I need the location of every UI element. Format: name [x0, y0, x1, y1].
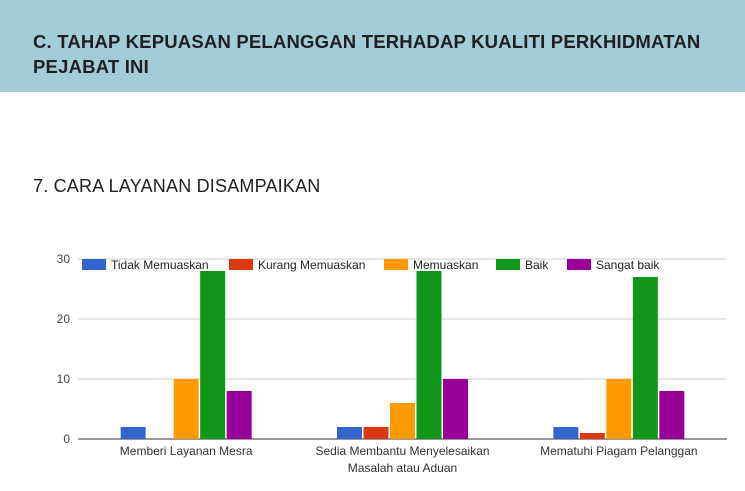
bar — [416, 271, 442, 439]
legend-swatch — [496, 259, 520, 270]
bar — [173, 379, 199, 439]
bar — [443, 379, 468, 439]
bar — [390, 403, 415, 439]
y-tick-label: 20 — [57, 312, 71, 326]
bar — [226, 391, 252, 439]
y-tick-label: 10 — [57, 372, 71, 386]
legend-swatch — [384, 259, 408, 270]
bar — [632, 277, 658, 439]
category-label: Sedia Membantu Menyelesaikan — [315, 444, 489, 458]
legend-label: Sangat baik — [596, 258, 660, 272]
category-label: Mematuhi Piagam Pelanggan — [540, 444, 697, 458]
legend-label: Tidak Memuaskan — [111, 258, 209, 272]
bar — [553, 427, 579, 439]
y-tick-label: 30 — [57, 252, 71, 266]
bar — [606, 379, 632, 439]
legend-label: Memuaskan — [413, 258, 478, 272]
bar — [579, 433, 605, 439]
bar-chart: 0 10 20 30 Memberi Layanan Mesra Sedia Memban… — [57, 252, 727, 475]
bar — [200, 271, 226, 439]
bar — [363, 427, 389, 439]
category-label: Memberi Layanan Mesra — [120, 444, 253, 458]
legend-label: Kurang Memuaskan — [258, 258, 365, 272]
legend-label: Baik — [525, 258, 549, 272]
bar — [120, 427, 146, 439]
category-label: Masalah atau Aduan — [348, 461, 457, 475]
legend-swatch — [567, 259, 591, 270]
section-header: C. TAHAP KEPUASAN PELANGGAN TERHADAP KUA… — [0, 0, 745, 92]
section-title: C. TAHAP KEPUASAN PELANGGAN TERHADAP KUA… — [33, 31, 701, 77]
bar — [337, 427, 362, 439]
question-title: 7. CARA LAYANAN DISAMPAIKAN — [33, 176, 321, 196]
legend-swatch — [229, 259, 253, 270]
y-tick-label: 0 — [63, 432, 70, 446]
bar — [659, 391, 685, 439]
legend-swatch — [82, 259, 106, 270]
